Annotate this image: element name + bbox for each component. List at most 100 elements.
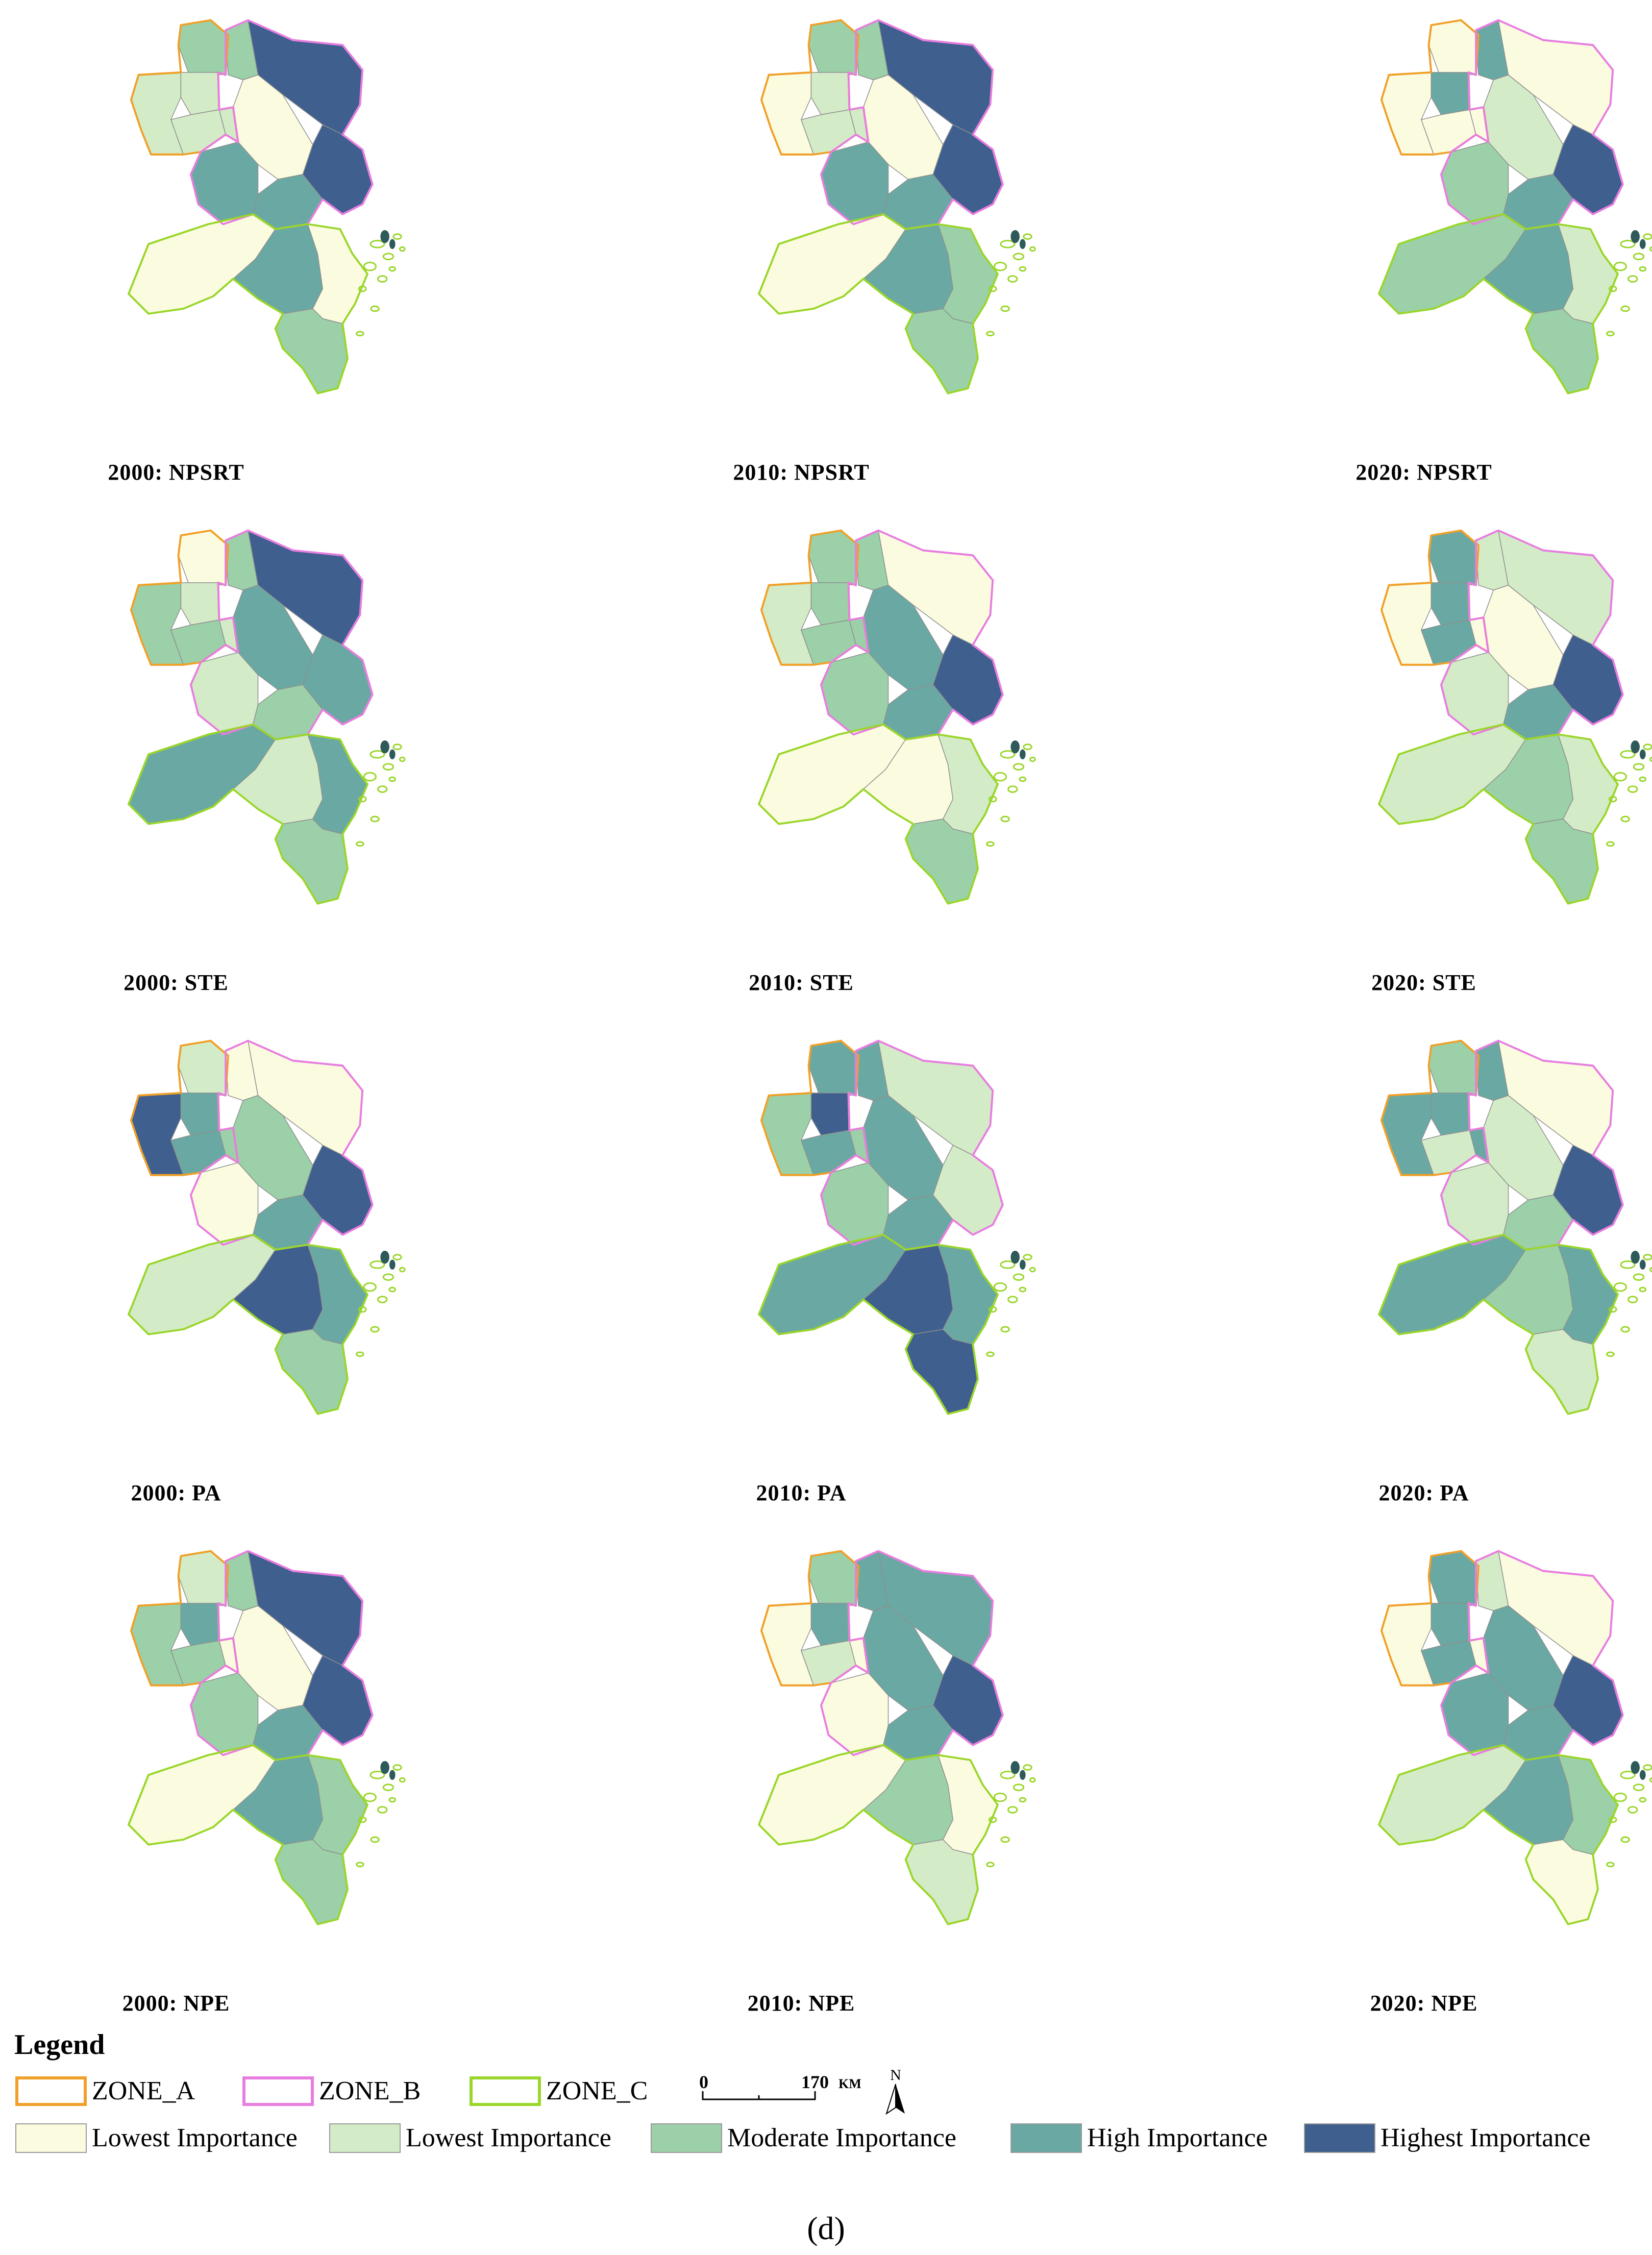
- region-a3: [810, 72, 850, 115]
- island-outline: [1643, 744, 1652, 750]
- island-fill: [1010, 1250, 1020, 1264]
- island-outline: [358, 796, 367, 803]
- island-outline: [993, 1792, 1007, 1802]
- legend-class-3: Moderate Importance: [651, 2123, 956, 2153]
- island-outline: [1023, 1764, 1032, 1771]
- island-fill: [389, 749, 396, 759]
- region-b-southwest: [821, 1672, 889, 1756]
- choropleth-map: [1378, 529, 1652, 905]
- island-outline: [1643, 1764, 1652, 1771]
- island-outline: [1649, 1777, 1652, 1783]
- island-outline: [370, 1836, 380, 1843]
- island-outline: [377, 785, 388, 793]
- class-1-swatch: [15, 2123, 87, 2153]
- zone-b-swatch: [242, 2076, 314, 2106]
- island-outline: [1019, 1797, 1027, 1803]
- region-west-a2: [131, 582, 184, 665]
- island-outline: [1013, 1273, 1025, 1281]
- choropleth-map: [128, 1039, 406, 1415]
- island-outline: [1013, 1783, 1025, 1791]
- island-outline: [1608, 285, 1617, 292]
- island-outline: [1628, 1806, 1638, 1814]
- zone-c-outline: [758, 1744, 999, 1925]
- island-fill: [1639, 1770, 1646, 1780]
- zone-c-outline: [128, 723, 368, 905]
- north-arrow-icon: N: [885, 2067, 905, 2115]
- island-outline: [1023, 744, 1032, 750]
- class-4-label: High Importance: [1087, 2123, 1268, 2152]
- island-outline: [1007, 1806, 1018, 1814]
- region-b-center: [233, 74, 313, 180]
- choropleth-map: [758, 19, 1036, 394]
- region-a3: [180, 1093, 220, 1136]
- region-b-center: [863, 584, 944, 690]
- island-outline: [1639, 1286, 1647, 1293]
- island-outline: [1639, 1797, 1647, 1803]
- island-outline: [1620, 239, 1636, 249]
- zone-c-outline: [128, 1233, 368, 1415]
- island-outline: [1608, 1816, 1617, 1823]
- island-outline: [1643, 233, 1652, 240]
- island-outline: [1029, 756, 1036, 762]
- region-b-center: [1483, 74, 1564, 180]
- island-fill: [1010, 1761, 1020, 1774]
- choropleth-map: [758, 1039, 1036, 1415]
- region-west-a2: [131, 72, 184, 155]
- choropleth-map: [758, 1550, 1036, 1925]
- choropleth-map: [1378, 1039, 1652, 1415]
- map-caption: 2020: NPE: [1370, 1991, 1478, 2016]
- island-outline: [399, 246, 406, 252]
- legend-zone-c: ZONE_C: [470, 2076, 648, 2106]
- region-b-center: [233, 1095, 313, 1201]
- island-outline: [993, 772, 1007, 782]
- region-a3: [180, 72, 220, 115]
- island-outline: [1608, 1306, 1617, 1313]
- island-outline: [1013, 253, 1025, 260]
- region-a3: [1431, 582, 1470, 626]
- region-b-southwest: [190, 1672, 259, 1756]
- island-fill: [1019, 1770, 1026, 1780]
- region-a3: [810, 1603, 850, 1646]
- region-b-southwest: [1441, 1672, 1509, 1756]
- island-fill: [380, 1250, 389, 1264]
- region-b-southwest: [1441, 652, 1509, 735]
- map-panel: [1299, 521, 1652, 919]
- island-outline: [1000, 305, 1010, 312]
- region-b-center: [1483, 1095, 1564, 1201]
- legend-zone-b: ZONE_B: [242, 2076, 421, 2106]
- map-panel: [679, 1031, 1118, 1429]
- island-fill: [380, 230, 389, 243]
- zone-a-swatch: [15, 2076, 87, 2106]
- island-outline: [388, 266, 397, 272]
- island-outline: [993, 261, 1007, 271]
- region-b-southwest: [821, 652, 889, 735]
- island-outline: [1620, 1836, 1630, 1843]
- region-a3: [810, 1093, 850, 1136]
- island-outline: [1007, 785, 1018, 793]
- scale-max-label: 170: [801, 2072, 829, 2092]
- region-b-center: [233, 584, 313, 690]
- class-3-label: Moderate Importance: [727, 2123, 957, 2152]
- island-outline: [363, 1792, 377, 1802]
- island-outline: [399, 756, 406, 762]
- region-west-a2: [1381, 1093, 1435, 1176]
- map-caption: 2000: NPE: [122, 1991, 230, 2016]
- island-outline: [1608, 796, 1617, 803]
- island-fill: [1639, 239, 1646, 249]
- region-west-a2: [1381, 1603, 1435, 1686]
- island-outline: [1013, 763, 1025, 771]
- island-outline: [1633, 1783, 1645, 1791]
- zone-c-outline: [758, 213, 999, 394]
- map-caption: 2000: PA: [131, 1480, 221, 1505]
- region-a3: [1431, 72, 1470, 115]
- island-outline: [1643, 1254, 1652, 1260]
- map-caption: 2010: STE: [749, 970, 854, 995]
- island-outline: [1628, 275, 1638, 283]
- island-fill: [1019, 1259, 1026, 1270]
- island-outline: [1633, 253, 1645, 260]
- map-panel: [48, 1031, 487, 1429]
- island-outline: [1606, 841, 1615, 847]
- island-outline: [1007, 275, 1018, 283]
- island-outline: [1019, 1286, 1027, 1293]
- map-panel: [679, 1541, 1118, 1939]
